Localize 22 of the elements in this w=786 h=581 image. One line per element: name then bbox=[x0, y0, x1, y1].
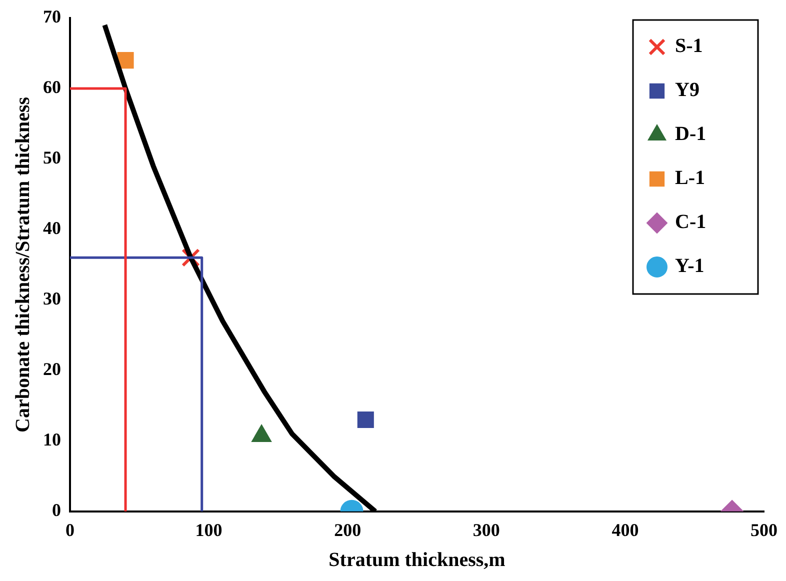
y-tick-label: 0 bbox=[52, 500, 61, 520]
legend-label: Y-1 bbox=[675, 255, 704, 278]
y-tick-label: 10 bbox=[43, 430, 61, 450]
y-tick-label: 60 bbox=[43, 77, 61, 98]
x-tick-label: 500 bbox=[750, 520, 778, 540]
x-tick-label: 300 bbox=[472, 520, 500, 540]
legend-label: Y9 bbox=[675, 79, 700, 102]
x-tick-label: 0 bbox=[66, 520, 74, 540]
y-tick-label: 30 bbox=[43, 288, 61, 309]
y-tick-label: 50 bbox=[43, 148, 61, 168]
legend-label: L-1 bbox=[675, 167, 705, 190]
legend-label: S-1 bbox=[675, 35, 703, 58]
legend-label: D-1 bbox=[675, 123, 706, 146]
y-axis-title: Carbonate thickness/Stratum thickness bbox=[12, 96, 34, 432]
x-tick-label: 400 bbox=[612, 520, 639, 540]
legend-label: C-1 bbox=[675, 211, 706, 234]
x-axis-title: Stratum thickness,m bbox=[328, 549, 506, 572]
y-tick-label: 70 bbox=[43, 6, 61, 27]
y-tick-label: 20 bbox=[43, 359, 61, 380]
x-tick-label: 100 bbox=[195, 520, 222, 540]
x-tick-label: 200 bbox=[334, 520, 362, 540]
y-tick-label: 40 bbox=[43, 218, 61, 238]
